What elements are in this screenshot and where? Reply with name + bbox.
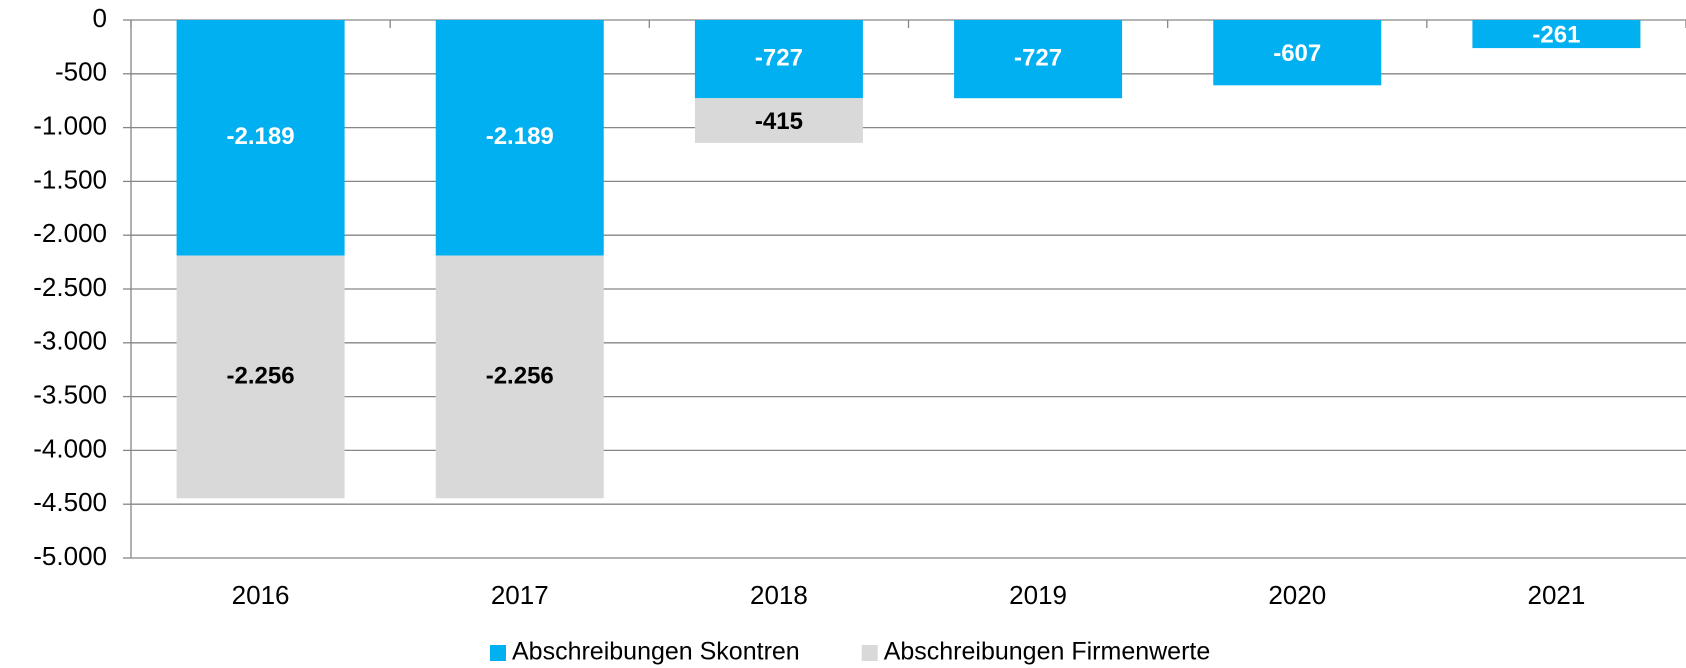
x-tick-label: 2020 <box>1268 580 1326 610</box>
data-label: -727 <box>755 44 803 71</box>
y-tick-label: -1.500 <box>33 164 107 194</box>
x-tick-label: 2017 <box>491 580 549 610</box>
legend-label: Abschreibungen Skontren <box>512 638 800 666</box>
data-label: -2.256 <box>486 362 554 389</box>
data-label: -2.189 <box>486 123 554 150</box>
y-tick-label: -500 <box>55 57 107 87</box>
y-tick-label: -5.000 <box>33 541 107 571</box>
bar-segment <box>435 255 604 499</box>
x-tick-label: 2016 <box>232 580 290 610</box>
bar-segment <box>176 255 345 499</box>
data-label: -727 <box>1014 44 1062 71</box>
x-tick-label: 2018 <box>750 580 808 610</box>
bar-segment <box>694 20 863 99</box>
x-tick-label: 2019 <box>1009 580 1067 610</box>
bar-segment <box>435 20 604 256</box>
legend-label: Abschreibungen Firmenwerte <box>884 638 1211 666</box>
y-tick-label: -3.000 <box>33 326 107 356</box>
data-label: -607 <box>1273 40 1321 67</box>
data-label: -2.256 <box>227 362 295 389</box>
y-tick-label: -2.000 <box>33 218 107 248</box>
y-tick-label: -3.500 <box>33 379 107 409</box>
data-label: -415 <box>755 108 803 135</box>
bar-segment <box>1213 20 1382 86</box>
y-tick-label: -4.500 <box>33 487 107 517</box>
legend-swatch <box>490 645 506 661</box>
legend-swatch <box>861 645 878 661</box>
y-tick-label: -1.000 <box>33 110 107 140</box>
y-tick-label: 0 <box>93 3 107 33</box>
x-tick-label: 2021 <box>1527 580 1585 610</box>
bar-segment <box>694 98 863 143</box>
y-tick-label: -4.000 <box>33 433 107 463</box>
bar-segment <box>1472 20 1641 49</box>
data-label: -2.189 <box>227 123 295 150</box>
y-tick-label: -2.500 <box>33 272 107 302</box>
bar-segment <box>954 20 1123 99</box>
bar-segment <box>176 20 345 256</box>
data-label: -261 <box>1532 21 1580 48</box>
